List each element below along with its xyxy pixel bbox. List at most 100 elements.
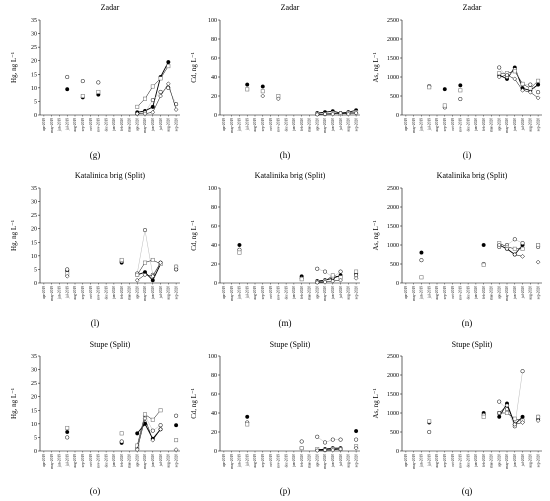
y-tick-label: 60 xyxy=(211,224,217,230)
data-point xyxy=(158,260,163,265)
x-tick-label: oct-2019 xyxy=(269,454,273,467)
x-tick-label: jul-2020 xyxy=(159,286,163,299)
series-line-segment xyxy=(506,405,516,425)
x-tick-label: mar-2020 xyxy=(308,286,312,300)
y-axis-label: Hg, ng L⁻¹ xyxy=(10,220,18,251)
data-point xyxy=(520,420,525,425)
panel-letter: (m) xyxy=(279,318,292,328)
x-tick-label: jul-2019 xyxy=(65,118,69,131)
series-line-segment xyxy=(136,423,146,434)
series-open-diamond xyxy=(134,81,179,116)
x-tick-label: nov-2019 xyxy=(277,118,281,132)
x-tick-label: jul-2020 xyxy=(521,118,525,131)
data-point xyxy=(158,93,163,99)
x-tick-label: jun-2020 xyxy=(331,286,335,300)
x-tick-label: aug-2020 xyxy=(529,454,533,468)
x-tick-label: jun-2019 xyxy=(238,118,242,132)
x-tick-label: may-2020 xyxy=(505,286,509,301)
x-tick-label: jan-2020 xyxy=(112,454,116,468)
chart-title: Stupe (Split) xyxy=(90,340,131,349)
series-open-circle xyxy=(419,237,541,267)
data-point xyxy=(330,437,335,442)
x-tick-label: sep-2019 xyxy=(443,286,447,299)
x-tick-label: may-2019 xyxy=(230,286,234,301)
chart-panel-q: Stupe (Split) As, ng L⁻¹ 0 500 1000 1500 2000 2… xyxy=(372,340,542,496)
data-point xyxy=(150,437,156,443)
y-tick-label: 2500 xyxy=(387,186,399,192)
data-point xyxy=(260,93,266,99)
chart-panel-i: Zadar As, ng L⁻¹ 0 500 1000 1500 2000 2500 apr-2… xyxy=(372,3,542,160)
series-line-segment xyxy=(160,83,169,97)
y-tick-label: 2500 xyxy=(387,18,399,24)
x-tick-label: may-2019 xyxy=(50,118,54,133)
series-line-segment xyxy=(152,76,161,107)
series-line-segment xyxy=(152,262,161,277)
x-tick-label: apr-2019 xyxy=(222,118,226,131)
data-point xyxy=(142,228,148,233)
x-tick-label: may-2019 xyxy=(412,286,416,301)
series-line-segment xyxy=(499,405,508,414)
x-tick-label: jun-2019 xyxy=(420,286,424,300)
y-tick-label: 20 xyxy=(211,94,217,100)
x-tick-label: aug-2020 xyxy=(347,286,351,300)
y-tick-label: 30 xyxy=(31,200,37,206)
x-tick-label: aug-2020 xyxy=(529,286,533,300)
chart-panel-n: Katalinika brig (Split) As, ng L⁻¹ 0 500 100… xyxy=(372,171,542,328)
data-point xyxy=(322,111,328,117)
series-line-segment xyxy=(152,263,161,281)
data-point xyxy=(142,272,148,278)
x-tick-label: dec-2019 xyxy=(284,118,288,132)
series-line-segment xyxy=(514,71,523,84)
data-point xyxy=(338,110,343,116)
x-tick-label: oct-2019 xyxy=(451,454,455,467)
data-point xyxy=(527,89,533,95)
data-point xyxy=(535,259,541,265)
data-point xyxy=(520,241,525,246)
y-axis-label: Cd, ng L⁻¹ xyxy=(190,388,198,419)
data-point xyxy=(150,257,155,262)
data-point xyxy=(315,434,320,439)
panel-letter: (h) xyxy=(280,150,291,160)
series-line-segment xyxy=(144,86,153,99)
y-tick-label: 0 xyxy=(214,449,217,455)
data-point xyxy=(65,87,70,92)
y-tick-label: 15 xyxy=(31,240,37,246)
y-tick-label: 60 xyxy=(211,56,217,62)
data-point xyxy=(158,426,163,432)
data-point xyxy=(512,422,518,427)
x-tick-label: jul-2019 xyxy=(245,286,249,299)
x-tick-label: sep-2019 xyxy=(261,118,265,131)
chart-panel-g: Zadar Hg, ng L⁻¹ 0 5 10 15 20 25 30 35 apr-2019 may… xyxy=(10,3,180,160)
x-tick-label: apr-2020 xyxy=(135,286,139,299)
data-point xyxy=(528,86,533,91)
y-tick-label: 5 xyxy=(34,267,37,273)
x-tick-label: feb-2020 xyxy=(482,118,486,131)
series-open-diamond xyxy=(314,445,359,453)
data-point xyxy=(330,447,336,453)
x-tick-label: jun-2019 xyxy=(238,286,242,300)
chart-title: Zadar xyxy=(463,3,482,12)
y-tick-label: 25 xyxy=(31,213,37,219)
y-tick-label: 1000 xyxy=(387,75,399,81)
x-tick-label: sep-2019 xyxy=(81,118,85,131)
y-tick-label: 0 xyxy=(34,281,37,287)
x-tick-label: may-2020 xyxy=(323,286,327,301)
x-tick-label: jun-2019 xyxy=(58,286,62,300)
x-tick-label: may-2020 xyxy=(143,118,147,133)
data-point xyxy=(158,89,163,94)
data-point xyxy=(158,423,163,428)
data-point xyxy=(150,278,155,283)
x-tick-label: apr-2020 xyxy=(497,118,501,131)
x-tick-label: aug-2020 xyxy=(529,118,533,132)
data-point xyxy=(260,89,265,94)
x-tick-label: feb-2020 xyxy=(120,286,124,299)
chart-title: Stupe (Split) xyxy=(452,340,493,349)
x-tick-label: feb-2020 xyxy=(482,286,486,299)
data-point xyxy=(520,254,525,259)
data-point xyxy=(314,448,320,453)
data-point xyxy=(520,414,525,419)
x-tick-label: mar-2020 xyxy=(490,286,494,300)
y-tick-label: 0 xyxy=(214,113,217,119)
data-point xyxy=(65,425,70,430)
x-tick-label: jul-2019 xyxy=(245,454,249,467)
